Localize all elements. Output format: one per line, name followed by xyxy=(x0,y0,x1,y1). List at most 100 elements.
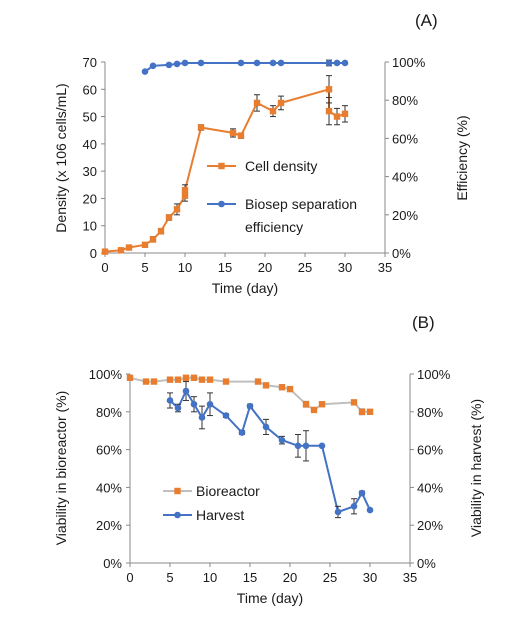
y-left-tick-label: 20 xyxy=(83,191,97,206)
x-tick-label: 25 xyxy=(298,260,312,275)
data-point xyxy=(238,429,246,436)
data-point xyxy=(318,401,326,408)
y-right-tick-label: 60% xyxy=(392,131,418,146)
data-point xyxy=(229,129,237,137)
legend-swatch-marker xyxy=(174,487,181,495)
data-point xyxy=(150,378,158,385)
chart-a: (A) 0 5 10 15 20 25 30 35 0 10 20 30 40 50 60 70 0% 20% 40%… xyxy=(53,11,470,296)
x-axis-title: Time (day) xyxy=(237,590,303,606)
data-point xyxy=(181,187,189,194)
y-left-tick-label: 20% xyxy=(96,518,122,533)
data-point xyxy=(334,508,342,516)
data-point xyxy=(253,99,261,107)
data-point xyxy=(366,408,374,415)
data-point xyxy=(269,59,277,67)
x-tick-label: 5 xyxy=(141,260,148,275)
data-point xyxy=(333,113,341,120)
data-point xyxy=(325,107,333,115)
data-point xyxy=(174,376,182,383)
y-left-tick-label: 40% xyxy=(96,480,122,495)
y-right-tick-label: 20% xyxy=(392,208,418,223)
y-left-tick-label: 40 xyxy=(83,137,97,152)
data-point xyxy=(253,59,261,67)
data-point xyxy=(254,378,262,385)
data-point xyxy=(174,404,182,412)
y-left-axis-title: Density (x 106 cells/mL) xyxy=(53,83,69,232)
y-left-tick-label: 0% xyxy=(103,556,122,571)
legend-swatch-marker xyxy=(174,511,181,519)
x-tick-label: 5 xyxy=(166,570,173,585)
legend-entry-harvest: Harvest xyxy=(163,507,244,523)
data-point xyxy=(206,400,214,408)
legend-label: Biosep separation efficiency xyxy=(245,196,357,235)
data-point xyxy=(197,59,205,67)
data-point xyxy=(149,236,157,243)
series-bioreactor xyxy=(126,374,374,416)
x-tick-label: 15 xyxy=(218,260,232,275)
data-point xyxy=(237,59,245,67)
data-point xyxy=(181,192,189,199)
y-right-tick-label: 80% xyxy=(392,93,418,108)
panel-label: (A) xyxy=(415,11,438,30)
x-tick-label: 35 xyxy=(403,570,417,585)
x-tick-label: 10 xyxy=(178,260,192,275)
data-point xyxy=(286,385,294,393)
x-tick-label: 15 xyxy=(243,570,257,585)
data-point xyxy=(333,59,341,67)
legend-entry-biosep-separation-efficiency: Biosep separation efficiency xyxy=(207,196,357,235)
series-biosep-separation-efficiency xyxy=(141,59,349,75)
data-point xyxy=(149,62,157,70)
data-point xyxy=(198,414,206,421)
data-point xyxy=(125,244,133,251)
legend-entry-bioreactor: Bioreactor xyxy=(163,483,260,499)
data-point xyxy=(350,503,358,510)
y-left-tick-label: 70 xyxy=(83,55,97,70)
data-point xyxy=(117,247,125,254)
y-left-axis-title: Viability in bioreactor (%) xyxy=(53,391,69,546)
data-point xyxy=(182,374,190,381)
y-left-tick-label: 10 xyxy=(83,219,97,234)
data-point xyxy=(141,241,149,249)
data-point xyxy=(341,110,349,118)
data-point xyxy=(165,214,173,221)
data-point xyxy=(302,442,310,450)
data-point xyxy=(302,401,310,408)
y-right-tick-label: 60% xyxy=(417,443,443,458)
data-point xyxy=(190,400,198,408)
y-right-axis-title: Efficiency (%) xyxy=(454,115,470,200)
x-tick-label: 20 xyxy=(258,260,272,275)
data-point xyxy=(294,442,302,450)
y-left-tick-label: 0 xyxy=(90,246,97,261)
data-point xyxy=(269,107,277,115)
series-harvest xyxy=(166,381,374,519)
data-point xyxy=(237,132,245,139)
data-point xyxy=(358,489,366,497)
x-tick-label: 0 xyxy=(101,260,108,275)
y-left-tick-label: 80% xyxy=(96,405,122,420)
y-right-tick-label: 40% xyxy=(392,170,418,185)
legend-entry-cell-density: Cell density xyxy=(207,158,317,174)
y-left-tick-label: 30 xyxy=(83,164,97,179)
data-point xyxy=(325,59,333,67)
legend-swatch-marker xyxy=(218,200,225,208)
y-right-tick-label: 20% xyxy=(417,518,443,533)
x-tick-label: 35 xyxy=(378,260,392,275)
data-point xyxy=(206,376,214,383)
data-point xyxy=(142,378,150,385)
x-tick-label: 10 xyxy=(203,570,217,585)
data-point xyxy=(246,402,254,410)
y-right-tick-label: 100% xyxy=(417,367,451,382)
x-tick-label: 20 xyxy=(283,570,297,585)
legend-swatch-marker xyxy=(218,162,225,170)
y-right-tick-label: 0% xyxy=(392,246,411,261)
data-point xyxy=(173,60,181,68)
data-point xyxy=(101,248,109,255)
data-point xyxy=(278,436,286,444)
y-right-tick-label: 0% xyxy=(417,556,436,571)
data-point xyxy=(262,382,270,389)
data-point xyxy=(166,376,174,383)
data-point xyxy=(166,397,174,404)
data-point xyxy=(277,59,285,67)
data-point xyxy=(318,442,326,450)
data-point xyxy=(341,59,349,67)
